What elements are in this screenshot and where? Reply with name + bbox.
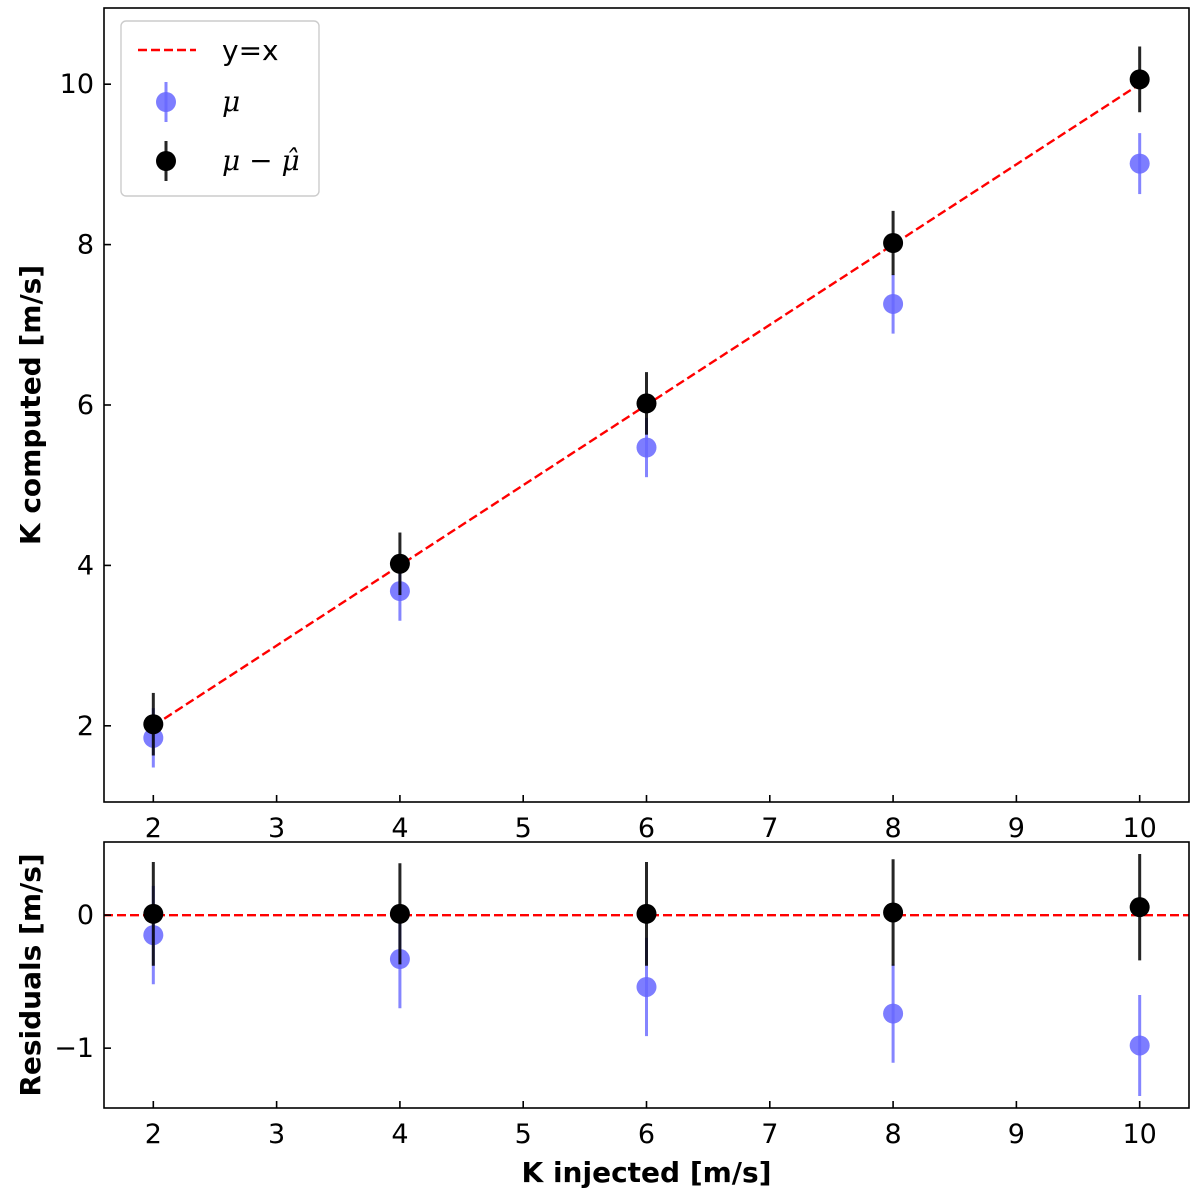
x-axis-label: K injected [m/s] — [522, 1156, 772, 1189]
x-tick-label: 10 — [1123, 1119, 1157, 1150]
residuals-panel: 2 3 4 5 6 7 8 9 10 −1 0 Residuals [m/s] K injected… — [14, 841, 1190, 1189]
data-point — [389, 553, 410, 574]
x-tick-label: 3 — [268, 1119, 285, 1150]
data-point — [1129, 69, 1150, 90]
legend: y=x μ μ − μ̂ — [120, 20, 320, 197]
x-tick-label: 5 — [515, 1119, 532, 1150]
x-tick-label: 2 — [145, 813, 162, 844]
data-point — [143, 714, 164, 735]
x-tick-label: 8 — [884, 813, 901, 844]
data-point — [883, 902, 904, 923]
series-group — [143, 853, 1150, 1097]
y-tick-label: −1 — [54, 1033, 94, 1064]
y-tick-label: 0 — [77, 900, 94, 931]
y-tick-label: 2 — [77, 711, 94, 742]
y-tick-label: 6 — [77, 390, 94, 421]
main-panel: 2 3 4 5 6 7 8 9 10 2 4 6 8 10 y=x μ μ − μ̂ K computed [… — [14, 7, 1190, 844]
y-tick-label: 4 — [77, 550, 94, 581]
data-point — [389, 903, 410, 924]
legend-marker-swatch — [156, 151, 176, 171]
x-tick-label: 3 — [268, 813, 285, 844]
series-group — [143, 46, 1150, 768]
legend-label: μ − μ̂ — [222, 144, 300, 177]
x-tick-label: 10 — [1123, 813, 1157, 844]
tick-group: 2 3 4 5 6 7 8 9 10 2 4 6 8 10 — [60, 69, 1157, 844]
data-point — [636, 393, 657, 414]
y-axis-label: K computed [m/s] — [14, 265, 47, 545]
data-point — [883, 232, 904, 253]
x-tick-label: 6 — [638, 1119, 655, 1150]
y-axis-label: Residuals [m/s] — [14, 853, 47, 1096]
data-point — [1129, 153, 1150, 174]
data-point — [636, 976, 657, 997]
data-point — [1129, 897, 1150, 918]
y-tick-label: 8 — [77, 230, 94, 261]
legend-label: μ — [222, 85, 240, 118]
x-tick-label: 9 — [1008, 813, 1025, 844]
legend-marker-swatch — [156, 92, 176, 112]
x-tick-label: 2 — [145, 1119, 162, 1150]
data-point — [143, 903, 164, 924]
tick-group: 2 3 4 5 6 7 8 9 10 −1 0 — [54, 900, 1157, 1150]
data-point — [636, 437, 657, 458]
data-point — [1129, 1035, 1150, 1056]
x-tick-label: 8 — [884, 1119, 901, 1150]
data-point — [636, 903, 657, 924]
legend-label: y=x — [222, 34, 279, 67]
x-tick-label: 9 — [1008, 1119, 1025, 1150]
x-tick-label: 7 — [761, 1119, 778, 1150]
x-tick-label: 6 — [638, 813, 655, 844]
data-point — [883, 293, 904, 314]
x-tick-label: 5 — [515, 813, 532, 844]
data-point — [883, 1003, 904, 1024]
x-tick-label: 4 — [391, 813, 408, 844]
x-tick-label: 4 — [391, 1119, 408, 1150]
x-tick-label: 7 — [761, 813, 778, 844]
y-tick-label: 10 — [60, 69, 94, 100]
